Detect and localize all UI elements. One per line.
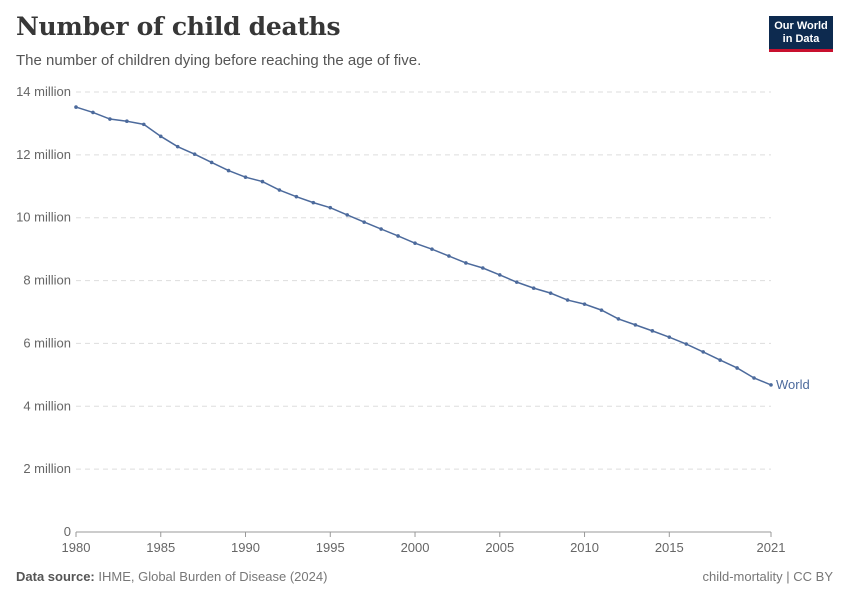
chart-title: Number of child deaths	[16, 12, 341, 41]
data-point	[481, 266, 485, 270]
y-tick-label: 8 million	[23, 273, 71, 288]
x-tick-label: 2021	[757, 540, 786, 555]
series-label-world: World	[776, 377, 810, 392]
x-tick-label: 2000	[401, 540, 430, 555]
data-point	[158, 134, 163, 139]
data-point	[718, 358, 722, 362]
data-point	[582, 302, 587, 306]
chart-subtitle: The number of children dying before reac…	[16, 52, 422, 69]
data-point	[362, 220, 366, 224]
x-tick-label: 2015	[655, 540, 684, 555]
data-point	[667, 335, 672, 339]
x-tick-label: 2005	[485, 540, 514, 555]
data-point	[243, 175, 248, 179]
data-point	[684, 342, 689, 346]
data-point	[769, 383, 773, 387]
data-point	[311, 200, 316, 205]
source-text[interactable]: IHME, Global Burden of Disease (2024)	[98, 569, 328, 584]
data-point	[701, 350, 705, 354]
y-tick-label: 14 million	[16, 84, 71, 99]
data-point	[260, 179, 265, 184]
data-point	[345, 213, 350, 217]
data-point	[142, 122, 146, 127]
data-point	[175, 144, 180, 149]
data-point	[74, 105, 78, 109]
y-tick-label: 6 million	[23, 335, 71, 350]
data-point	[735, 366, 739, 370]
data-point	[396, 234, 400, 238]
data-point	[430, 247, 434, 251]
x-tick-label: 1990	[231, 540, 260, 555]
data-point	[125, 119, 129, 124]
data-point	[497, 273, 502, 277]
data-point	[548, 291, 553, 295]
data-point	[599, 308, 604, 312]
data-point	[328, 205, 333, 210]
data-point	[108, 117, 112, 121]
data-point	[633, 323, 638, 327]
data-point	[464, 261, 468, 265]
x-tick-label: 1980	[62, 540, 91, 555]
data-point	[616, 317, 621, 321]
data-point	[447, 254, 451, 258]
y-tick-label: 4 million	[23, 398, 71, 413]
data-point	[277, 188, 282, 192]
source-label: Data source:	[16, 569, 95, 584]
data-point	[91, 110, 95, 115]
x-tick-label: 2010	[570, 540, 599, 555]
data-point	[752, 376, 756, 380]
series-line-world	[75, 106, 772, 386]
owid-logo[interactable]: Our World in Data	[769, 16, 833, 52]
y-tick-label: 0	[64, 524, 71, 539]
y-tick-label: 2 million	[23, 461, 71, 476]
y-tick-label: 10 million	[16, 210, 71, 225]
data-point	[565, 298, 570, 302]
data-point	[192, 152, 197, 157]
x-tick-label: 1985	[146, 540, 175, 555]
data-point	[531, 286, 536, 290]
data-point	[514, 280, 519, 284]
x-tick-label: 1995	[316, 540, 345, 555]
data-point	[294, 194, 299, 199]
license[interactable]: child-mortality | CC BY	[702, 569, 833, 584]
data-point	[379, 227, 383, 231]
y-tick-label: 12 million	[16, 147, 71, 162]
data-point	[226, 168, 231, 173]
data-point	[413, 241, 417, 245]
data-point	[650, 329, 655, 333]
data-point	[209, 160, 214, 165]
data-source: Data source: IHME, Global Burden of Dise…	[16, 569, 327, 584]
